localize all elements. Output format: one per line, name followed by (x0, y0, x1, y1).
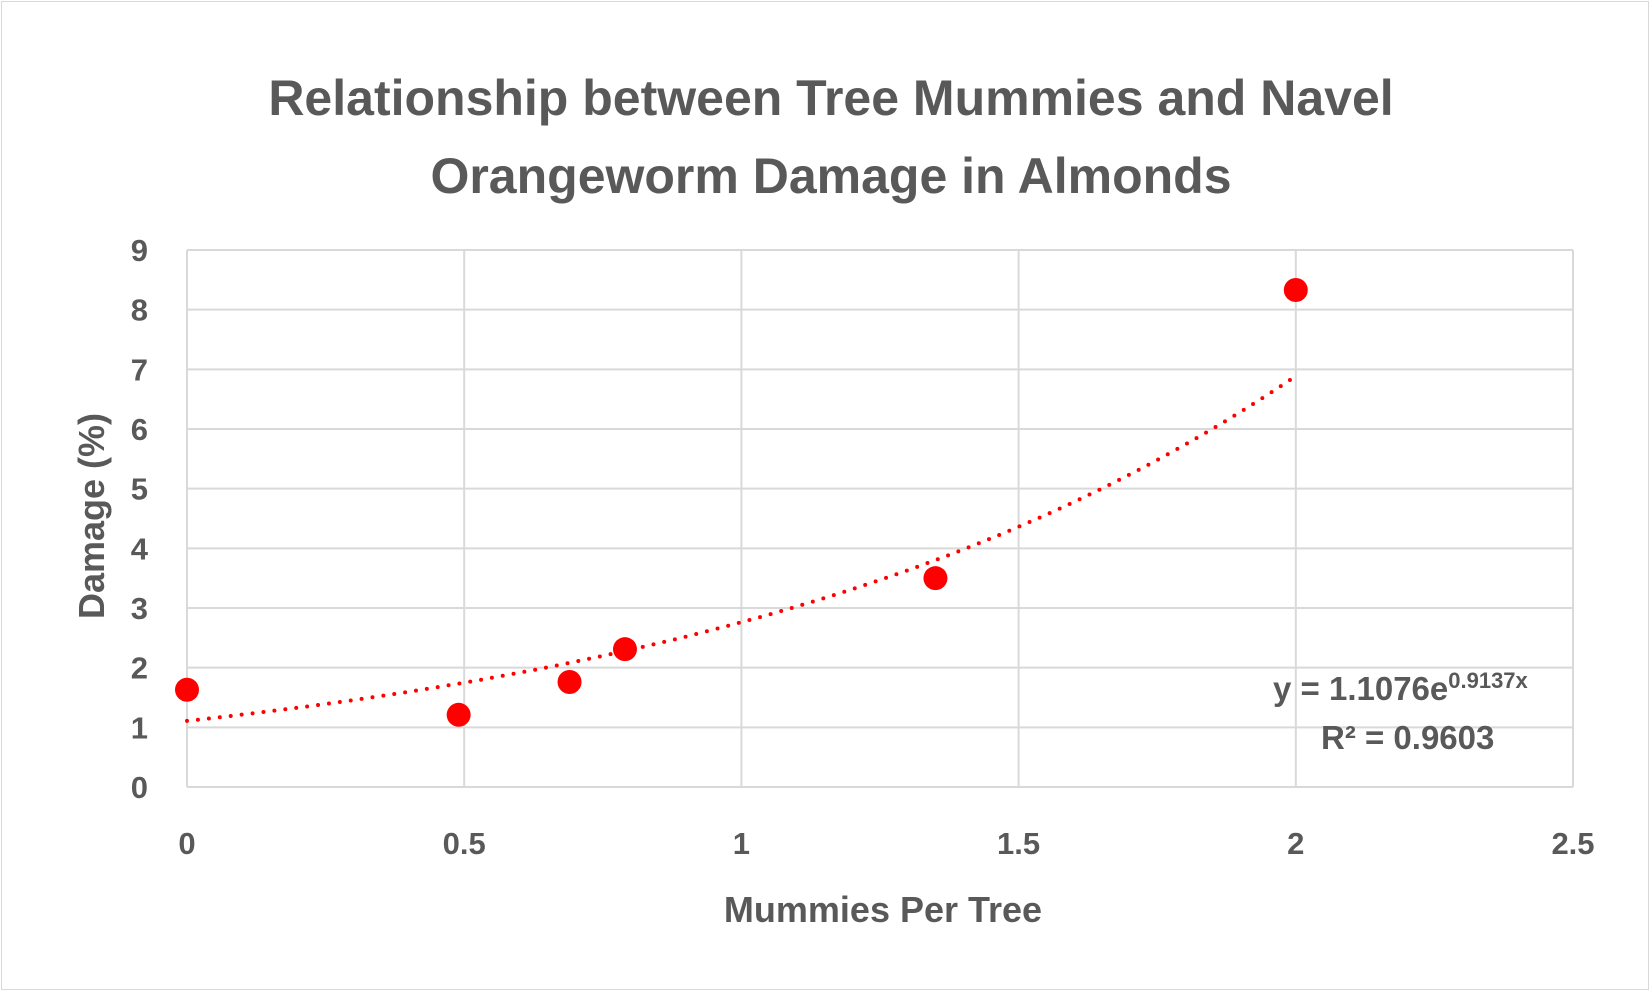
y-tick-label: 5 (131, 472, 148, 507)
data-point (175, 677, 199, 702)
x-tick-label: 2.5 (1551, 826, 1594, 861)
data-point (446, 702, 471, 727)
data-points (175, 277, 1308, 727)
x-tick-label: 1 (733, 826, 750, 861)
x-tick-label: 2 (1287, 826, 1304, 861)
chart-title-line-1: Relationship between Tree Mummies and Na… (268, 70, 1393, 126)
data-point (1283, 277, 1308, 302)
y-tick-label: 6 (131, 412, 148, 447)
trendline-equation-base: y = 1.1076e (1273, 670, 1448, 707)
trendline (185, 374, 1298, 723)
y-axis-title: Damage (%) (71, 413, 112, 619)
x-tick-labels: 0 0.5 1 1.5 2 2.5 (178, 826, 1594, 861)
trendline-r-squared: R² = 0.9603 (1321, 719, 1494, 756)
chart-title-line-2: Orangeworm Damage in Almonds (430, 148, 1231, 204)
trendline-equation-exponent: 0.9137x (1448, 668, 1528, 693)
x-axis-title: Mummies Per Tree (724, 889, 1042, 930)
x-tick-label: 0.5 (443, 826, 486, 861)
y-tick-label: 0 (131, 770, 148, 805)
trendline-layer (185, 374, 1298, 723)
y-tick-label: 1 (131, 710, 148, 745)
y-tick-label: 8 (131, 293, 148, 328)
data-point (923, 566, 948, 591)
y-tick-label: 7 (131, 352, 148, 387)
y-tick-label: 2 (131, 651, 148, 686)
data-point (557, 669, 582, 694)
y-tick-label: 4 (131, 531, 149, 566)
y-tick-labels: 0 1 2 3 4 5 6 7 8 9 (131, 233, 149, 805)
y-tick-label: 3 (131, 591, 148, 626)
x-tick-label: 0 (178, 826, 195, 861)
trendline-equation: y = 1.1076e0.9137x (1273, 668, 1529, 707)
x-tick-label: 1.5 (997, 826, 1040, 861)
y-tick-label: 9 (131, 233, 148, 268)
grid-layer (187, 249, 1574, 787)
data-point (612, 637, 637, 662)
